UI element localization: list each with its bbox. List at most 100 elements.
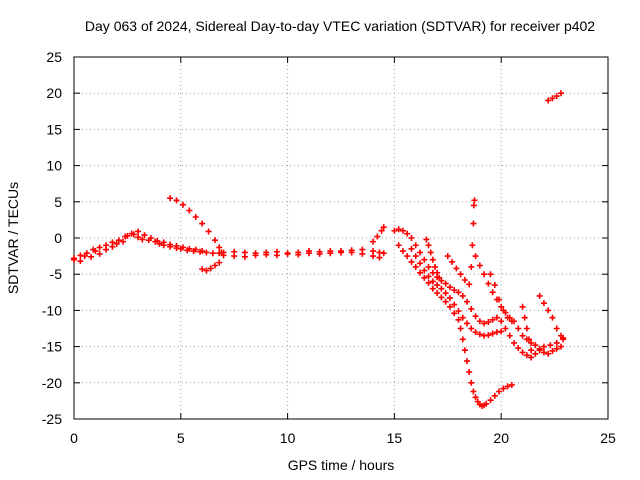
series-track-f xyxy=(220,249,383,261)
data-point xyxy=(496,296,503,303)
x-axis-tick-labels: 0 5 10 15 20 25 xyxy=(70,430,616,446)
y-axis-tick-labels: -25 -20 -15 -10 -5 0 5 10 15 20 25 xyxy=(42,49,62,427)
data-point xyxy=(412,242,419,249)
data-point xyxy=(489,289,496,296)
data-point xyxy=(71,255,77,262)
data-point xyxy=(186,207,193,214)
data-point xyxy=(485,318,492,325)
data-point xyxy=(540,349,547,356)
data-point xyxy=(468,305,475,312)
data-point xyxy=(459,314,466,321)
data-point xyxy=(135,228,142,235)
data-point xyxy=(203,249,210,256)
data-point xyxy=(421,274,428,281)
data-point xyxy=(83,250,90,257)
x-axis-label: GPS time / hours xyxy=(288,457,395,473)
data-point xyxy=(427,249,434,256)
data-point xyxy=(141,232,148,239)
data-point xyxy=(519,349,526,356)
data-point xyxy=(421,267,428,274)
data-point xyxy=(128,230,135,237)
data-point xyxy=(487,397,494,404)
data-point xyxy=(553,93,560,100)
data-point xyxy=(434,290,441,297)
data-point xyxy=(205,228,212,235)
data-point xyxy=(468,325,475,332)
series-track-d xyxy=(199,259,223,274)
series-track-k xyxy=(423,236,443,281)
data-point xyxy=(489,330,496,337)
y-tick-label: -10 xyxy=(42,302,62,318)
data-point xyxy=(135,234,142,241)
data-point xyxy=(455,316,462,323)
series-track-b xyxy=(71,228,206,262)
data-point xyxy=(457,325,464,332)
data-point xyxy=(359,250,366,257)
data-point xyxy=(370,253,377,260)
data-point xyxy=(370,248,377,255)
data-point xyxy=(444,253,451,260)
data-point xyxy=(496,388,503,395)
data-point xyxy=(408,258,415,265)
data-point xyxy=(532,350,539,357)
data-point xyxy=(380,250,387,257)
data-point xyxy=(469,242,476,249)
data-point xyxy=(493,314,500,321)
data-point xyxy=(487,271,494,278)
data-point xyxy=(154,237,161,244)
data-point xyxy=(442,290,449,297)
data-point xyxy=(395,226,402,233)
data-point xyxy=(560,334,567,341)
x-tick-label: 25 xyxy=(600,430,616,446)
data-point xyxy=(423,236,430,243)
data-point xyxy=(263,251,270,258)
data-point xyxy=(231,253,238,260)
data-point xyxy=(521,314,528,321)
data-point xyxy=(425,263,432,270)
data-point xyxy=(417,260,424,267)
data-point xyxy=(545,97,552,104)
x-tick-label: 10 xyxy=(280,430,296,446)
data-point xyxy=(515,345,522,352)
data-point xyxy=(558,90,565,97)
data-point xyxy=(139,236,146,243)
data-point xyxy=(192,214,199,221)
data-point xyxy=(376,254,383,261)
data-point xyxy=(327,250,334,257)
data-point xyxy=(284,250,291,257)
data-point xyxy=(553,345,560,352)
data-point xyxy=(523,325,530,332)
data-point xyxy=(404,253,411,260)
data-point xyxy=(476,262,483,269)
data-point xyxy=(459,292,466,299)
data-point xyxy=(160,239,167,246)
data-point xyxy=(468,263,475,270)
data-point xyxy=(446,303,453,310)
y-tick-label: -20 xyxy=(42,375,62,391)
data-point xyxy=(472,329,479,336)
data-point xyxy=(88,253,95,260)
data-point xyxy=(109,239,116,246)
y-tick-label: 20 xyxy=(46,85,62,101)
x-tick-label: 0 xyxy=(70,430,78,446)
data-point xyxy=(455,289,462,296)
data-point xyxy=(348,249,355,256)
data-point xyxy=(434,282,441,289)
y-tick-label: -25 xyxy=(42,411,62,427)
y-tick-label: 0 xyxy=(54,230,62,246)
data-point xyxy=(395,242,402,249)
data-point xyxy=(211,262,218,269)
data-point xyxy=(472,253,479,260)
data-point xyxy=(470,202,477,209)
data-point xyxy=(96,244,103,251)
data-point xyxy=(429,278,436,285)
data-point xyxy=(199,220,206,227)
data-point xyxy=(209,250,216,257)
y-tick-label: -15 xyxy=(42,339,62,355)
data-point xyxy=(438,294,445,301)
data-point xyxy=(273,252,280,259)
data-point xyxy=(464,320,471,327)
data-point xyxy=(404,230,411,237)
data-points xyxy=(71,90,567,409)
series-track-o xyxy=(519,303,535,354)
